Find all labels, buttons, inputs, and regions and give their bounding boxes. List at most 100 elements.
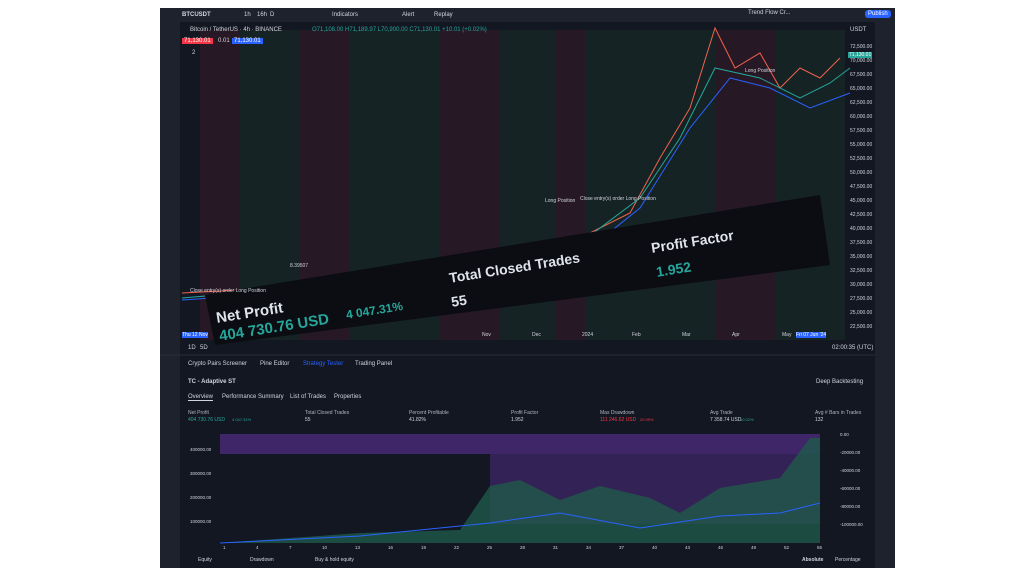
price-label: 25,000.00	[850, 310, 873, 316]
price-label: 30,000.00	[850, 282, 873, 288]
subtab[interactable]: Performance Summary	[222, 394, 284, 400]
stat-value: 404 730.76 USD	[188, 417, 225, 423]
equity-x-label: 16	[388, 545, 394, 550]
interval[interactable]: 16h	[257, 12, 268, 18]
equity-axis-label: -80000.00	[840, 504, 861, 509]
subtab[interactable]: Properties	[334, 394, 362, 400]
price-label: 45,000.00	[850, 198, 873, 204]
annotation: Close entry(s) order Long Position	[190, 288, 266, 294]
equity-x-label: 1	[223, 545, 226, 550]
equity-x-label: 43	[685, 545, 691, 550]
indicators[interactable]: Indicators	[332, 12, 359, 18]
panel-tab[interactable]: Trading Panel	[355, 361, 393, 367]
annotation: Long Position	[745, 68, 776, 74]
equity-x-label: 55	[817, 545, 823, 550]
time-start: Thu 12 Nov	[182, 332, 208, 338]
stat-value: 55	[305, 417, 311, 423]
replay[interactable]: Replay	[434, 12, 453, 18]
equity-x-label: 10	[322, 545, 328, 550]
stat-label: Avg Trade	[710, 410, 733, 416]
price-label: 35,000.00	[850, 254, 873, 260]
equity-axis-label: 100000.00	[190, 519, 212, 524]
bid: 71,130.01	[182, 38, 213, 44]
decor	[160, 8, 895, 568]
ask: 71,130.01	[232, 38, 263, 44]
price-label: 40,000.00	[850, 226, 873, 232]
equity-x-label: 4	[256, 545, 259, 550]
time-label: Apr	[732, 332, 740, 338]
time-label: Mar	[682, 332, 691, 338]
equity-chart	[219, 434, 821, 544]
panel-tab[interactable]: Crypto Pairs Screener	[188, 361, 248, 367]
panel-tab[interactable]: Pine Editor	[260, 361, 290, 367]
price-label: 37,500.00	[850, 240, 873, 246]
annotation: Close entry(s) order Long Position	[580, 196, 656, 202]
equity-x-label: 19	[421, 545, 427, 550]
annotation: Long Position	[545, 198, 576, 204]
equity-axis-label: 200000.00	[190, 495, 212, 500]
price-label: 70,000.00	[850, 58, 873, 64]
equity-x-label: 49	[751, 545, 757, 550]
equity-x-label: 28	[520, 545, 526, 550]
equity-x-label: 52	[784, 545, 790, 550]
interval[interactable]: 1h	[244, 12, 251, 18]
price-label: 32,500.00	[850, 268, 873, 274]
stat-label: Max Drawdown	[600, 410, 635, 416]
clock: 02:00:35 (UTC)	[832, 345, 874, 351]
publish[interactable]: Publish	[865, 10, 891, 18]
symbol[interactable]: BTCUSDT	[182, 12, 211, 18]
price-label: 65,000.00	[850, 86, 873, 92]
range-button[interactable]: 1D	[188, 345, 196, 351]
interval[interactable]: D	[270, 12, 275, 18]
alert[interactable]: Alert	[402, 12, 415, 18]
stat-label: Profit Factor	[511, 410, 539, 416]
legend-item[interactable]: Buy & hold equity	[315, 557, 354, 563]
stat-extra: 20.99%	[640, 417, 654, 422]
stat-value: 1.952	[511, 417, 524, 423]
equity-x-label: 7	[289, 545, 292, 550]
annotation: 8.39507	[290, 263, 309, 269]
stat-value: 7 358.74 USD	[710, 417, 742, 423]
price-label: 57,500.00	[850, 128, 873, 134]
app: BTCUSDT 1h 16h D Indicators Alert Replay Trend …	[160, 8, 895, 568]
strategy[interactable]: Trend Flow Cr...	[748, 10, 791, 16]
time-label: Nov	[482, 332, 491, 338]
price-label: 55,000.00	[850, 142, 873, 148]
stat-label: Percent Profitable	[409, 410, 449, 416]
mode[interactable]: Absolute	[802, 557, 824, 563]
time-label: Feb	[632, 332, 641, 338]
equity-axis-label: 0.00	[840, 432, 849, 437]
stat-extra: 10.02%	[740, 417, 754, 422]
spread: 0.01	[218, 38, 230, 44]
price-label: 60,000.00	[850, 114, 873, 120]
subtab[interactable]: List of Trades	[290, 394, 327, 400]
deep-backtesting[interactable]: Deep Backtesting	[816, 379, 864, 385]
stat-value: 132	[815, 417, 824, 423]
stat-label: Avg # Bars in Trades	[815, 410, 862, 416]
price-label: 52,500.00	[850, 156, 873, 162]
currency: USDT	[850, 27, 867, 33]
equity-axis-label: -100000.00	[840, 522, 863, 527]
range-button[interactable]: 5D	[200, 345, 208, 351]
subtab[interactable]: Overview	[188, 394, 214, 401]
stat-extra: 4 047.31%	[232, 417, 252, 422]
price-label: 27,500.00	[850, 296, 873, 302]
collapse: 2	[192, 50, 196, 56]
ohlc: O71,108.00 H71,189.97 L70,900.00 C71,130…	[312, 27, 487, 33]
stat-value: 111 246.62 USD	[600, 417, 637, 423]
panel-tab[interactable]: Strategy Tester	[303, 361, 344, 367]
price-label: 22,500.00	[850, 324, 873, 330]
stat-value: 41.82%	[409, 417, 426, 423]
equity-x-label: 13	[355, 545, 361, 550]
right-sidebar	[875, 22, 895, 568]
mode[interactable]: Percentage	[835, 557, 861, 563]
legend-item[interactable]: Equity	[198, 557, 212, 563]
stat-label: Net Profit	[188, 410, 209, 416]
price-label: 67,500.00	[850, 72, 873, 78]
last-price: 71,130.01	[848, 52, 873, 58]
equity-x-label: 46	[718, 545, 724, 550]
legend-item[interactable]: Drawdown	[250, 557, 274, 563]
price-label: 62,500.00	[850, 100, 873, 106]
time-label: 2024	[582, 332, 594, 338]
